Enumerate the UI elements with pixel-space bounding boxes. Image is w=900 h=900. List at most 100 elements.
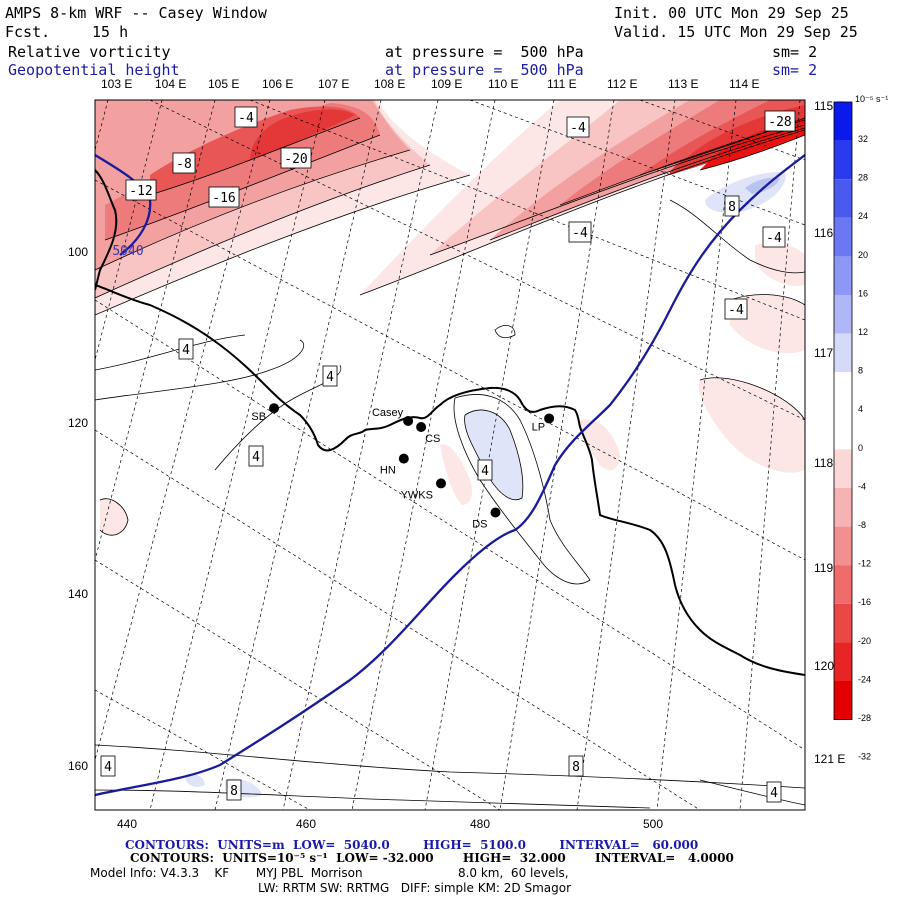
colorbar-label: 20	[858, 250, 868, 260]
contour-label-box	[764, 110, 796, 132]
station-dot	[490, 507, 501, 518]
x-axis: 440 460 480 500	[117, 817, 663, 831]
colorbar-label: 24	[858, 211, 868, 221]
colorbar-label: -20	[858, 636, 871, 646]
x-tick-label: 500	[643, 817, 663, 831]
lon-label-top: 113 E	[668, 77, 699, 91]
contour-label-box	[208, 186, 240, 208]
station-label: YWKS	[401, 489, 433, 501]
colorbar-segment	[834, 256, 852, 295]
contour-label-box	[100, 755, 116, 777]
x-tick-label: 460	[296, 817, 316, 831]
colorbar-label: 4	[858, 404, 863, 414]
field2-level: at pressure = 500 hPa	[385, 61, 584, 79]
contour-label: 8	[728, 200, 736, 215]
contour-label: -4	[570, 121, 586, 136]
contour-label: -12	[129, 184, 152, 199]
init-time: Init. 00 UTC Mon 29 Sep 25	[614, 4, 849, 22]
valid-time: Valid. 15 UTC Mon 29 Sep 25	[614, 23, 858, 41]
lon-label-top: 110 E	[488, 77, 519, 91]
y-tick-label: 100	[68, 245, 88, 259]
contour-label-box	[234, 106, 258, 128]
colorbar-segment	[834, 102, 852, 141]
colorbar-label: 16	[858, 288, 868, 298]
lon-label-top: 111 E	[547, 77, 577, 91]
forecast-label: Fcst.	[5, 23, 51, 41]
footer-vorticity-contours: CONTOURS: UNITS=10⁻⁵ s⁻¹ LOW= -32.000 HI…	[130, 851, 734, 865]
contour-label-box	[766, 781, 782, 803]
colorbar-segment	[834, 565, 852, 604]
contour-label-box	[226, 779, 242, 801]
colorbar-segment	[834, 372, 852, 411]
contour-label: -16	[212, 191, 235, 206]
vorticity-shading-patches	[100, 171, 805, 798]
contour-label: 4	[481, 464, 489, 479]
contour-label: -20	[284, 152, 307, 167]
station-dot	[544, 413, 555, 424]
coastline	[95, 169, 805, 676]
station-label: LP	[532, 421, 545, 433]
colorbar-label: -8	[858, 520, 866, 530]
contour-label: 4	[252, 450, 260, 465]
colorbar-label: -16	[858, 597, 871, 607]
contour-label-box	[566, 116, 590, 138]
map-plot-area	[95, 100, 805, 810]
lon-label-top: 105 E	[208, 77, 240, 91]
contour-label-box	[724, 298, 748, 320]
colorbar-segment	[834, 642, 852, 681]
station-dot	[435, 478, 446, 489]
contour-label: -4	[238, 111, 254, 126]
colorbar-label: -12	[858, 559, 871, 569]
lon-label-top: 108 E	[374, 77, 406, 91]
y-tick-label: 140	[68, 587, 88, 601]
station-dot	[269, 403, 280, 414]
x-tick-label: 480	[470, 817, 490, 831]
contour-label: 4	[770, 786, 778, 801]
colorbar-segment	[834, 449, 852, 488]
colorbar-label: -32	[858, 752, 871, 762]
station-dot	[416, 422, 427, 432]
colorbar-label: -4	[858, 481, 866, 491]
lon-label-top: 106 E	[262, 77, 294, 91]
height-contour-label: 5040	[112, 244, 143, 259]
lon-label-top: 107 E	[318, 77, 350, 91]
station-label: HN	[380, 465, 396, 477]
contour-label-box	[568, 221, 592, 243]
station-label: DS	[472, 519, 487, 531]
x-tick-label: 440	[117, 817, 137, 831]
height-contour-5100	[95, 154, 805, 797]
contour-label: 8	[572, 760, 580, 775]
field2-smoothing: sm= 2	[772, 61, 818, 79]
colorbar-segment	[834, 217, 852, 257]
colorbar-unit: 10⁻⁵ s⁻¹	[855, 94, 888, 104]
graticule	[95, 100, 805, 810]
contour-labels: -4 -8 -12 -16 -20 -28 -4 -4 -4 -4 4 4 4 4 4 4 8 8 8 5040	[100, 106, 796, 803]
colorbar-label: 32	[858, 134, 868, 144]
colorbar-segment	[834, 295, 852, 334]
y-axis: 100 120 140 160	[68, 245, 88, 773]
lon-label-top: 103 E	[101, 77, 133, 91]
contour-label-box	[762, 226, 786, 248]
field1-name: Relative vorticity	[8, 43, 171, 61]
colorbar-label: 0	[858, 443, 863, 453]
contour-label-box	[322, 365, 338, 387]
contour-label: -4	[572, 226, 588, 241]
colorbar-label: 8	[858, 366, 863, 376]
contour-label: 4	[326, 370, 334, 385]
colorbar-segment	[834, 179, 852, 218]
contour-label: -28	[768, 115, 791, 130]
contour-label-box	[125, 179, 157, 201]
lon-label-top: 114 E	[729, 77, 760, 91]
contour-label-box	[477, 459, 493, 481]
field1-smoothing: sm= 2	[772, 43, 818, 61]
contour-label: 8	[230, 784, 238, 799]
contour-label: 4	[182, 343, 190, 358]
footer-physics-info: LW: RRTM SW: RRTMG DIFF: simple KM: 2D S…	[258, 881, 572, 895]
lon-label-right: 121 E	[814, 752, 845, 766]
colorbar: 10⁻⁵ s⁻¹ 32 28 24 20 16 12 8 4 0 -4 -8 -12 -16 -20 -24…	[833, 94, 888, 762]
lon-label-top: 109 E	[431, 77, 463, 91]
field2-name: Geopotential height	[8, 61, 180, 79]
contour-label: -4	[766, 231, 782, 246]
footer-model-info: Model Info: V4.3.3 KF MYJ PBL Morrison 8…	[90, 866, 569, 880]
